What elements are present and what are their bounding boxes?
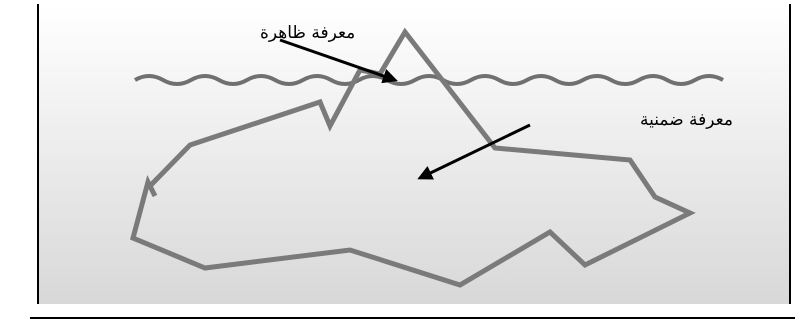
iceberg-diagram: معرفة ظاهرة معرفة ضمنية — [0, 0, 806, 322]
explicit-label: معرفة ظاهرة — [260, 23, 355, 43]
tacit-label: معرفة ضمنية — [640, 110, 733, 130]
frame-background — [38, 4, 790, 304]
